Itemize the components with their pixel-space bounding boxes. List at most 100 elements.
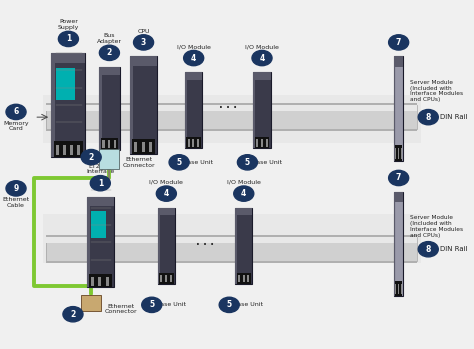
- FancyBboxPatch shape: [185, 72, 202, 148]
- FancyBboxPatch shape: [106, 277, 109, 286]
- FancyBboxPatch shape: [130, 56, 133, 154]
- FancyBboxPatch shape: [398, 148, 399, 158]
- Circle shape: [134, 35, 154, 50]
- Circle shape: [252, 50, 272, 66]
- FancyBboxPatch shape: [89, 274, 112, 288]
- FancyBboxPatch shape: [235, 208, 253, 215]
- Circle shape: [63, 306, 83, 322]
- FancyBboxPatch shape: [77, 144, 80, 155]
- FancyBboxPatch shape: [192, 139, 194, 147]
- FancyBboxPatch shape: [247, 275, 249, 282]
- FancyBboxPatch shape: [130, 56, 157, 66]
- Text: I/O Module: I/O Module: [245, 44, 279, 49]
- FancyBboxPatch shape: [394, 192, 395, 296]
- FancyBboxPatch shape: [253, 72, 255, 148]
- FancyBboxPatch shape: [51, 53, 85, 63]
- FancyBboxPatch shape: [108, 140, 110, 148]
- FancyBboxPatch shape: [185, 72, 202, 80]
- Text: Server Module
(Included with
Interface Modules
and CPUs): Server Module (Included with Interface M…: [410, 215, 463, 238]
- FancyBboxPatch shape: [158, 208, 175, 284]
- Text: Ethernet
Cable: Ethernet Cable: [2, 197, 29, 208]
- Text: Base Unit: Base Unit: [233, 302, 264, 307]
- Circle shape: [234, 186, 254, 201]
- FancyBboxPatch shape: [46, 235, 417, 263]
- Circle shape: [389, 170, 409, 186]
- FancyBboxPatch shape: [395, 281, 402, 296]
- Text: 5: 5: [176, 158, 182, 167]
- Circle shape: [418, 242, 438, 257]
- Text: 2: 2: [89, 153, 94, 162]
- Text: Base Unit: Base Unit: [156, 302, 186, 307]
- Text: 8: 8: [426, 113, 431, 122]
- Text: Base Unit: Base Unit: [183, 160, 213, 165]
- Text: DIN Rail: DIN Rail: [440, 114, 467, 120]
- FancyBboxPatch shape: [243, 275, 245, 282]
- FancyBboxPatch shape: [99, 277, 101, 286]
- Text: Power
Supply: Power Supply: [58, 20, 79, 30]
- FancyBboxPatch shape: [160, 275, 162, 282]
- FancyBboxPatch shape: [56, 68, 75, 100]
- Text: 5: 5: [149, 300, 155, 309]
- Circle shape: [58, 31, 78, 46]
- FancyBboxPatch shape: [99, 67, 101, 150]
- FancyBboxPatch shape: [170, 275, 172, 282]
- FancyBboxPatch shape: [132, 139, 155, 154]
- Text: . . .: . . .: [196, 237, 214, 247]
- FancyBboxPatch shape: [43, 95, 421, 143]
- FancyBboxPatch shape: [100, 149, 119, 169]
- FancyBboxPatch shape: [235, 208, 253, 284]
- Text: Memory
Card: Memory Card: [3, 121, 29, 132]
- FancyBboxPatch shape: [394, 192, 403, 296]
- Text: Server Module
(Included with
Interface Modules
and CPUs): Server Module (Included with Interface M…: [410, 80, 463, 102]
- Text: 5: 5: [245, 158, 250, 167]
- FancyBboxPatch shape: [398, 284, 399, 294]
- FancyBboxPatch shape: [253, 72, 271, 148]
- Text: 4: 4: [241, 189, 246, 198]
- FancyBboxPatch shape: [395, 148, 396, 158]
- FancyBboxPatch shape: [43, 215, 421, 263]
- Text: ET200S
Interface: ET200S Interface: [86, 164, 114, 174]
- FancyBboxPatch shape: [395, 145, 402, 161]
- FancyBboxPatch shape: [197, 139, 199, 147]
- FancyBboxPatch shape: [114, 140, 116, 148]
- FancyBboxPatch shape: [46, 237, 417, 261]
- Text: 3: 3: [141, 38, 146, 47]
- FancyBboxPatch shape: [142, 142, 145, 152]
- FancyBboxPatch shape: [99, 67, 119, 150]
- Text: Ethernet
Connector: Ethernet Connector: [123, 157, 155, 168]
- FancyBboxPatch shape: [256, 139, 258, 147]
- FancyBboxPatch shape: [46, 105, 417, 111]
- FancyBboxPatch shape: [99, 67, 119, 75]
- FancyBboxPatch shape: [87, 197, 114, 288]
- Circle shape: [418, 110, 438, 125]
- Text: 1: 1: [98, 179, 103, 188]
- FancyBboxPatch shape: [91, 211, 106, 238]
- Text: 9: 9: [13, 184, 18, 193]
- Circle shape: [237, 155, 257, 170]
- Text: 1: 1: [66, 35, 71, 43]
- FancyBboxPatch shape: [188, 139, 190, 147]
- FancyBboxPatch shape: [394, 56, 403, 161]
- Circle shape: [156, 186, 176, 201]
- FancyBboxPatch shape: [130, 56, 157, 154]
- FancyBboxPatch shape: [63, 144, 66, 155]
- FancyBboxPatch shape: [265, 139, 267, 147]
- FancyBboxPatch shape: [46, 103, 417, 131]
- FancyBboxPatch shape: [394, 56, 403, 67]
- FancyBboxPatch shape: [237, 273, 251, 284]
- FancyBboxPatch shape: [87, 197, 114, 206]
- FancyBboxPatch shape: [101, 138, 118, 150]
- FancyBboxPatch shape: [102, 140, 105, 148]
- Text: 4: 4: [259, 53, 264, 62]
- FancyBboxPatch shape: [255, 137, 269, 148]
- Text: 4: 4: [164, 189, 169, 198]
- FancyBboxPatch shape: [81, 295, 101, 311]
- FancyBboxPatch shape: [235, 208, 237, 284]
- Circle shape: [6, 181, 26, 196]
- FancyBboxPatch shape: [158, 208, 175, 215]
- Circle shape: [183, 50, 204, 66]
- Text: I/O Module: I/O Module: [149, 180, 183, 185]
- Circle shape: [81, 149, 101, 165]
- FancyBboxPatch shape: [253, 72, 271, 80]
- Circle shape: [142, 297, 162, 312]
